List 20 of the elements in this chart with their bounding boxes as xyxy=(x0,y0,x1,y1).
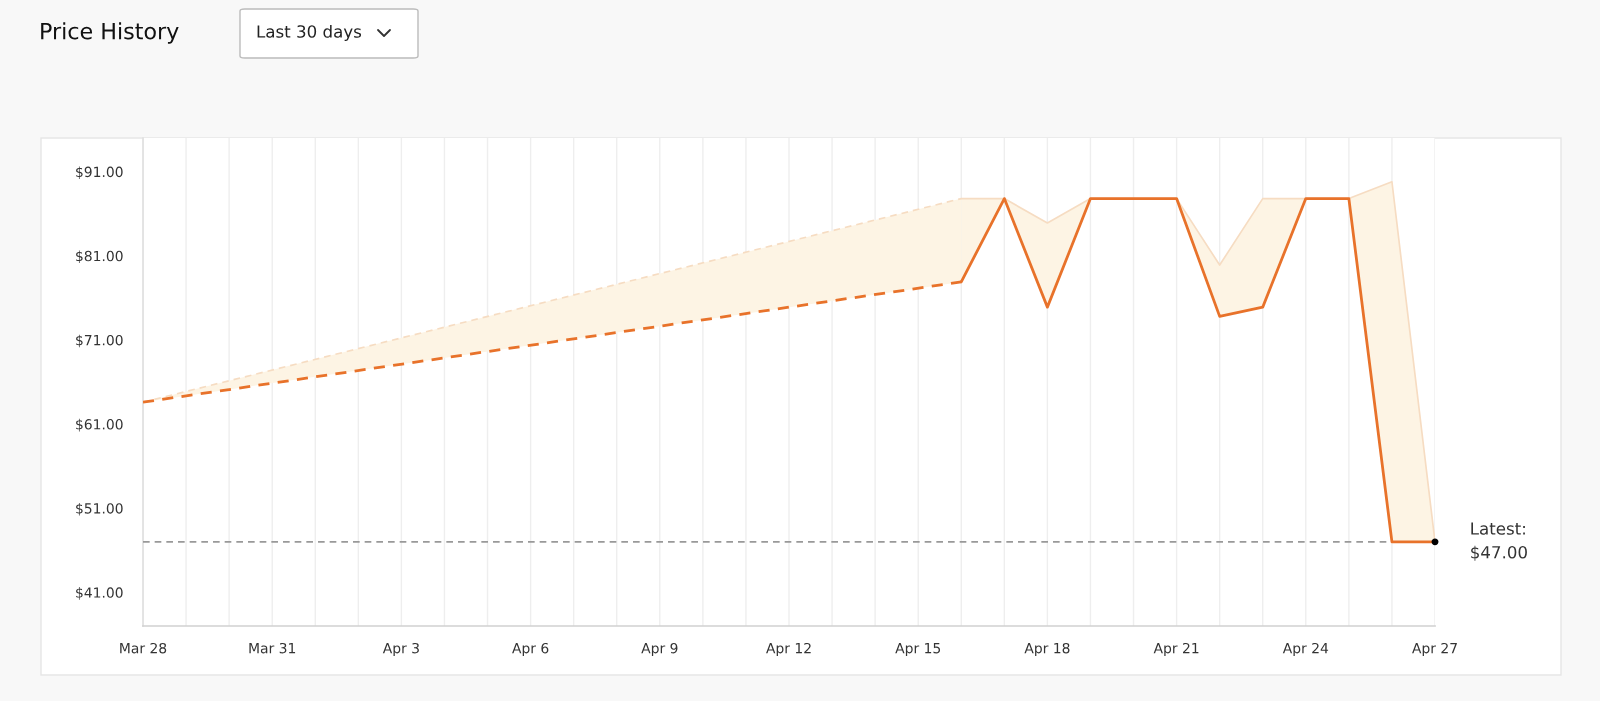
x-tick-label: Apr 9 xyxy=(641,642,678,657)
x-tick-label: Apr 21 xyxy=(1153,642,1199,657)
y-tick-label: $41.00 xyxy=(76,587,123,600)
chart-title: Price History xyxy=(41,22,179,44)
y-tick-label: $61.00 xyxy=(76,418,123,432)
x-tick-label: Mar 28 xyxy=(120,642,167,654)
x-tick-label: Apr 24 xyxy=(1282,642,1329,657)
y-tick-label: $51.00 xyxy=(76,502,123,516)
chart-subtitle: Last 30 days xyxy=(257,24,362,42)
x-tick-label: Apr 15 xyxy=(895,643,941,657)
x-tick-label: Apr 12 xyxy=(766,642,811,657)
y-tick-label: $71.00 xyxy=(76,334,123,348)
x-tick-label: Apr 18 xyxy=(1024,642,1070,657)
annotation: Latest: $47.00 xyxy=(1471,522,1527,561)
x-tick-label: Apr 6 xyxy=(512,642,549,657)
x-tick-label: Apr 3 xyxy=(382,642,419,657)
x-tick-label: Mar 31 xyxy=(249,642,296,654)
x-tick-label: Apr 27 xyxy=(1412,642,1457,657)
y-tick-label: $81.00 xyxy=(76,250,123,264)
y-tick-label: $91.00 xyxy=(76,166,123,179)
